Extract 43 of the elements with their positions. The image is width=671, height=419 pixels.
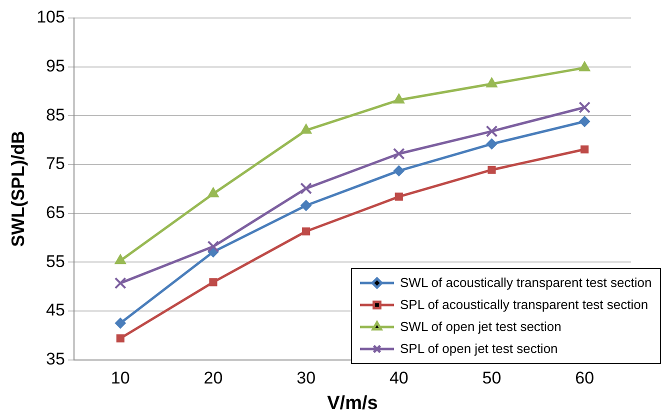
point xyxy=(208,187,219,198)
point xyxy=(486,138,498,150)
point xyxy=(300,124,312,134)
y-tick-label: 75 xyxy=(46,154,65,174)
point xyxy=(114,254,126,264)
y-tick-label: 95 xyxy=(46,56,65,76)
point xyxy=(392,148,405,160)
point xyxy=(209,278,218,286)
y-tick-label: 65 xyxy=(46,203,65,222)
x-tick-label: 40 xyxy=(389,368,408,388)
y-axis-title: SWL(SPL)/dB xyxy=(8,130,28,247)
x-tick-label: 30 xyxy=(296,368,316,388)
point xyxy=(300,200,312,211)
x-tick-label: 50 xyxy=(482,368,502,388)
point xyxy=(488,166,496,174)
point xyxy=(578,101,591,114)
point xyxy=(580,145,589,154)
x-tick-label: 10 xyxy=(110,368,130,388)
point xyxy=(393,165,404,176)
point xyxy=(116,334,124,342)
point xyxy=(578,61,590,72)
x-tick-label: 60 xyxy=(575,368,594,388)
x-tick-label: 20 xyxy=(204,368,223,388)
legend-label: SPL of open jet test section xyxy=(400,341,558,356)
point xyxy=(302,227,310,236)
point xyxy=(114,318,126,329)
y-tick-label: 55 xyxy=(46,252,65,271)
legend-label: SWL of acoustically transparent test section xyxy=(400,275,652,290)
point xyxy=(207,240,220,252)
y-tick-label: 35 xyxy=(46,349,65,368)
point xyxy=(486,77,498,88)
point xyxy=(394,192,403,201)
point xyxy=(579,116,590,128)
y-tick-label: 45 xyxy=(46,300,65,320)
point xyxy=(114,277,126,290)
legend-label: SWL of open jet test section xyxy=(400,319,562,334)
point xyxy=(300,182,312,194)
x-axis-title: V/m/s xyxy=(327,392,378,414)
legend-label: SPL of acoustically transparent test section xyxy=(400,297,648,312)
y-tick-label: 105 xyxy=(36,8,65,27)
y-tick-label: 85 xyxy=(46,105,65,124)
point xyxy=(393,94,405,104)
point xyxy=(486,125,498,138)
